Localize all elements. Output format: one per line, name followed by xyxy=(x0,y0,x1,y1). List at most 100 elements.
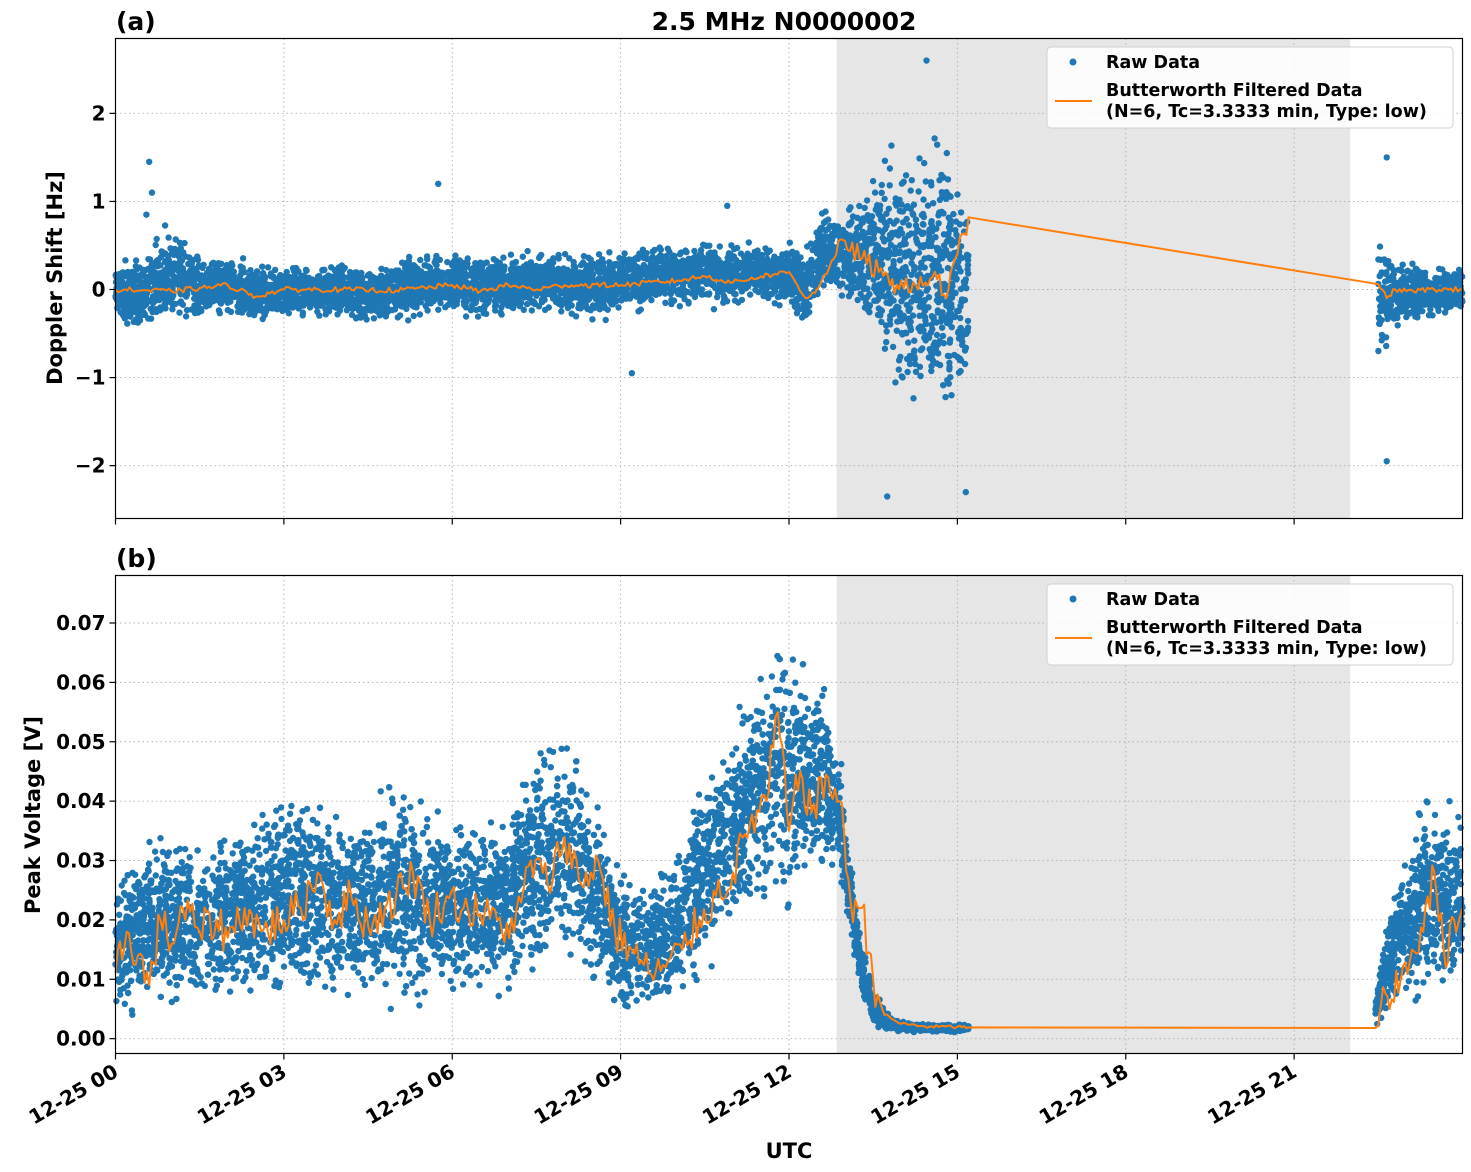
raw-data-point xyxy=(691,253,698,261)
raw-data-point xyxy=(943,149,950,157)
raw-data-point xyxy=(913,235,920,243)
raw-data-point xyxy=(417,256,424,264)
raw-data-point xyxy=(152,241,159,249)
raw-data-point xyxy=(938,314,945,321)
raw-data-point xyxy=(902,249,909,256)
raw-data-point xyxy=(893,327,900,334)
raw-data-point xyxy=(483,259,490,266)
raw-data-point xyxy=(664,245,671,252)
raw-data-point xyxy=(886,182,893,189)
raw-data-point xyxy=(239,255,247,262)
raw-data-point xyxy=(716,243,723,250)
raw-data-point xyxy=(261,281,269,288)
raw-data-point xyxy=(720,292,727,299)
raw-data-point xyxy=(887,321,894,328)
raw-data-point xyxy=(811,243,818,250)
raw-data-point xyxy=(786,239,793,246)
raw-data-point xyxy=(382,266,390,274)
raw-data-point xyxy=(883,338,890,346)
raw-data-point xyxy=(521,274,528,281)
raw-data-point xyxy=(492,307,499,314)
raw-data-point xyxy=(596,269,603,276)
raw-data-point xyxy=(909,210,916,217)
raw-data-point xyxy=(461,301,468,309)
raw-data-point xyxy=(925,294,933,301)
raw-data-point xyxy=(877,202,884,209)
raw-data-point xyxy=(957,209,965,216)
raw-data-point xyxy=(933,331,941,339)
raw-data-point xyxy=(528,299,536,306)
raw-data-point xyxy=(844,273,852,281)
raw-data-point xyxy=(703,242,710,249)
raw-data-point xyxy=(881,157,889,164)
raw-data-point xyxy=(886,316,894,323)
raw-data-point xyxy=(188,262,195,269)
raw-data-point xyxy=(896,257,904,264)
raw-data-point xyxy=(936,196,944,204)
raw-data-point xyxy=(162,250,169,257)
raw-data-point xyxy=(389,270,397,277)
raw-data-point xyxy=(509,295,516,302)
raw-data-point xyxy=(953,231,960,238)
raw-data-point xyxy=(640,263,647,270)
raw-data-point xyxy=(943,189,950,196)
raw-data-point xyxy=(871,189,879,196)
raw-data-point xyxy=(343,307,350,314)
raw-data-point xyxy=(421,262,428,269)
raw-data-point xyxy=(122,257,129,264)
raw-data-point xyxy=(612,298,619,305)
raw-data-point xyxy=(905,222,912,229)
raw-data-point xyxy=(899,208,907,215)
raw-data-point xyxy=(402,265,409,273)
raw-data-point xyxy=(623,265,630,272)
raw-data-point xyxy=(133,302,140,309)
raw-data-point xyxy=(380,303,387,310)
raw-data-point xyxy=(442,294,449,301)
raw-data-point xyxy=(942,393,949,401)
raw-data-point xyxy=(948,313,955,320)
raw-data-point xyxy=(541,306,549,314)
raw-data-point xyxy=(481,273,488,280)
raw-data-point xyxy=(863,238,871,246)
raw-data-point xyxy=(562,291,570,298)
raw-data-point xyxy=(881,276,888,283)
raw-data-point xyxy=(606,249,613,256)
raw-data-point xyxy=(261,311,268,319)
raw-data-point xyxy=(182,313,190,320)
raw-data-point xyxy=(632,255,639,262)
raw-data-point xyxy=(934,309,942,316)
raw-data-point xyxy=(176,299,184,306)
raw-data-point xyxy=(822,208,829,215)
raw-data-point xyxy=(585,254,592,261)
raw-data-point xyxy=(227,298,234,305)
raw-data-point xyxy=(418,289,425,297)
raw-data-point xyxy=(523,300,531,308)
raw-data-point xyxy=(804,243,811,250)
raw-data-point xyxy=(948,242,956,249)
raw-data-point xyxy=(760,292,768,299)
raw-data-point xyxy=(168,270,175,277)
raw-data-point xyxy=(299,309,307,316)
raw-data-point xyxy=(878,189,885,196)
raw-data-point xyxy=(605,269,613,276)
raw-data-point xyxy=(576,269,584,276)
raw-data-point xyxy=(883,328,890,335)
raw-data-point xyxy=(820,264,827,271)
raw-data-point xyxy=(546,275,553,282)
raw-data-point xyxy=(500,254,507,261)
raw-data-point xyxy=(176,309,183,316)
raw-data-point xyxy=(392,295,400,302)
raw-data-point xyxy=(621,291,628,299)
raw-data-point xyxy=(322,311,329,318)
raw-data-point xyxy=(156,296,163,304)
raw-data-point xyxy=(952,218,960,225)
raw-data-point xyxy=(478,306,486,313)
raw-data-point xyxy=(921,307,929,314)
raw-data-point xyxy=(410,262,417,269)
raw-data-point xyxy=(881,195,888,203)
raw-data-point xyxy=(925,354,933,361)
raw-data-point xyxy=(747,291,754,298)
raw-data-point xyxy=(898,201,905,208)
raw-data-point xyxy=(883,299,890,306)
